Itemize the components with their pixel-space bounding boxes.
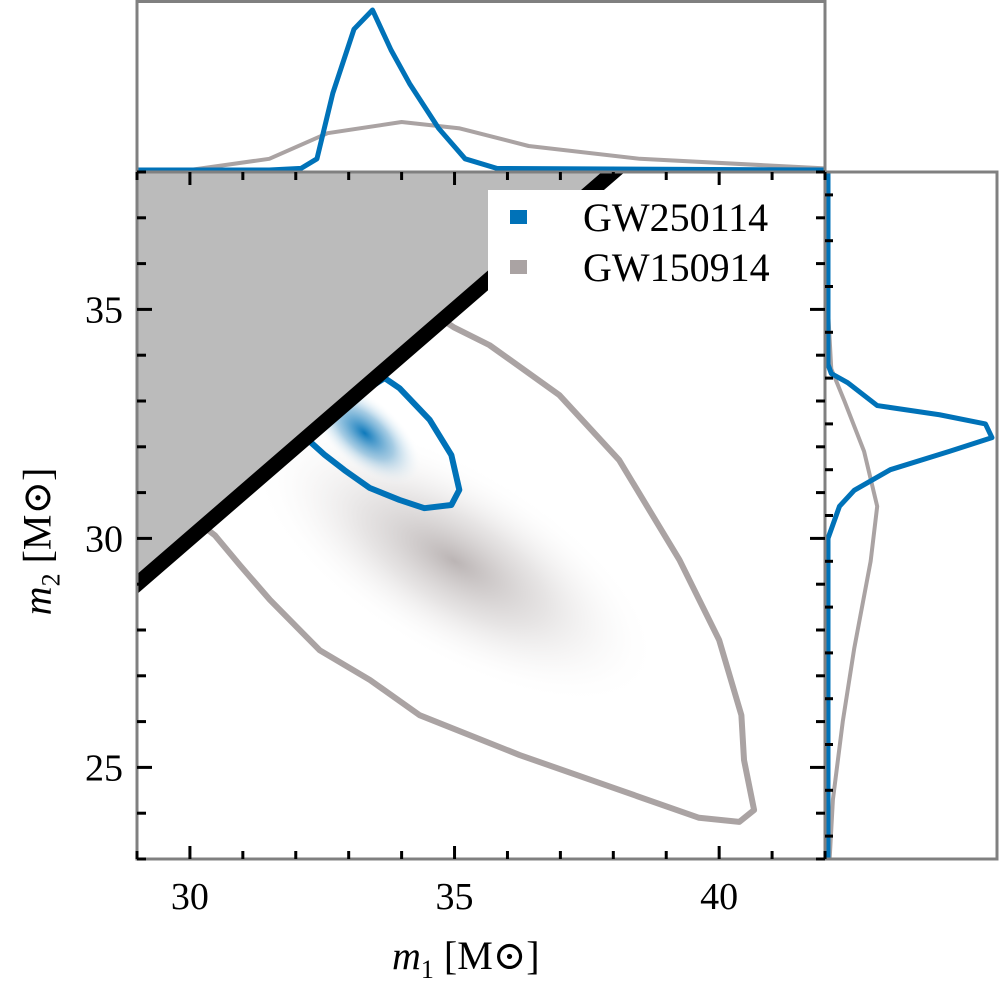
y-tick-label: 30 xyxy=(85,518,123,560)
gw250114-m2-marginal xyxy=(825,172,995,859)
x-tick-label: 40 xyxy=(700,876,738,918)
x-tick-label: 35 xyxy=(436,876,474,918)
y-axis-label: m2 [M⊙] xyxy=(14,467,66,616)
y-tick-label: 35 xyxy=(85,289,123,331)
gw150914-contour xyxy=(192,310,758,825)
top-marginal-frame xyxy=(135,0,827,174)
gw250114-m1-marginal xyxy=(137,7,826,173)
legend-item-gw150914: GW150914 xyxy=(488,242,770,292)
right-marginal-frame xyxy=(823,170,999,861)
legend-item-gw250114: GW250114 xyxy=(488,192,768,242)
x-axis-label: m1 [M⊙] xyxy=(392,933,540,984)
gw150914-m1-marginal xyxy=(137,120,826,172)
gw150914-density xyxy=(250,418,659,705)
legend: GW250114 GW150914 xyxy=(488,190,806,300)
legend-label: GW150914 xyxy=(583,244,770,290)
y-tick-label: 25 xyxy=(85,747,123,789)
legend-marker-gw150914 xyxy=(510,260,527,274)
legend-marker-gw250114 xyxy=(510,210,527,224)
legend-label: GW250114 xyxy=(583,194,769,240)
x-tick-label: 30 xyxy=(171,876,209,918)
gw250114-contour xyxy=(292,375,463,512)
